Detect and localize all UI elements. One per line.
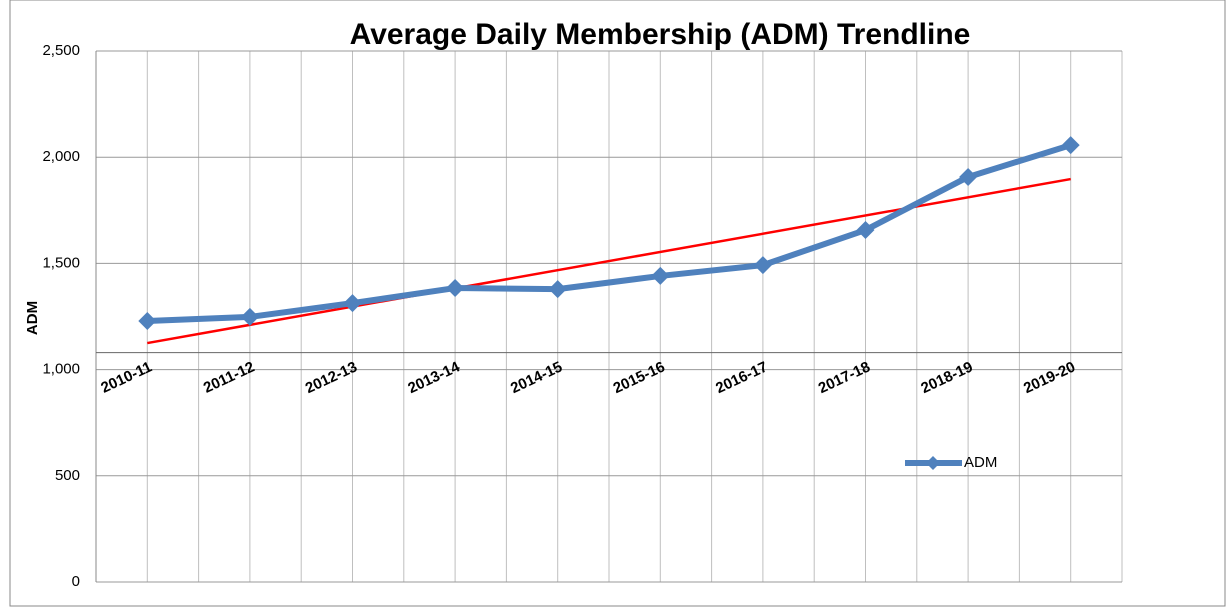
data-point [959, 167, 978, 186]
x-tick-label: 2014-15 [508, 358, 565, 397]
data-point [1061, 136, 1080, 155]
x-tick-label: 2015-16 [611, 358, 668, 397]
y-tick-label: 1,500 [42, 254, 80, 271]
x-tick-label: 2010-11 [98, 358, 154, 396]
legend-marker [926, 456, 940, 470]
data-point [138, 311, 157, 330]
y-axis-label: ADM [24, 301, 41, 335]
x-tick-label: 2011-12 [201, 358, 257, 396]
chart-title: Average Daily Membership (ADM) Trendline [350, 18, 971, 51]
data-point [856, 221, 875, 240]
data-point [343, 294, 362, 313]
data-point [548, 280, 567, 299]
data-point [240, 307, 259, 326]
legend-label: ADM [964, 454, 997, 471]
x-tick-label: 2013-14 [405, 358, 463, 397]
series-line [147, 142, 1072, 324]
x-tick-label: 2016-17 [713, 358, 770, 397]
x-tick-label: 2019-20 [1021, 358, 1078, 397]
chart-border [9, 0, 1226, 607]
x-tick-label: 2012-13 [303, 358, 360, 397]
data-point [446, 279, 465, 298]
x-tick-label: 2018-19 [918, 358, 975, 397]
y-tick-label: 500 [55, 467, 80, 484]
data-point [753, 256, 772, 275]
y-tick-label: 1,000 [42, 361, 80, 378]
x-tick-label: 2017-18 [816, 358, 873, 397]
y-tick-label: 2,500 [42, 42, 80, 59]
y-tick-label: 2,000 [42, 148, 80, 165]
data-point [651, 266, 670, 285]
y-tick-label: 0 [72, 573, 80, 590]
